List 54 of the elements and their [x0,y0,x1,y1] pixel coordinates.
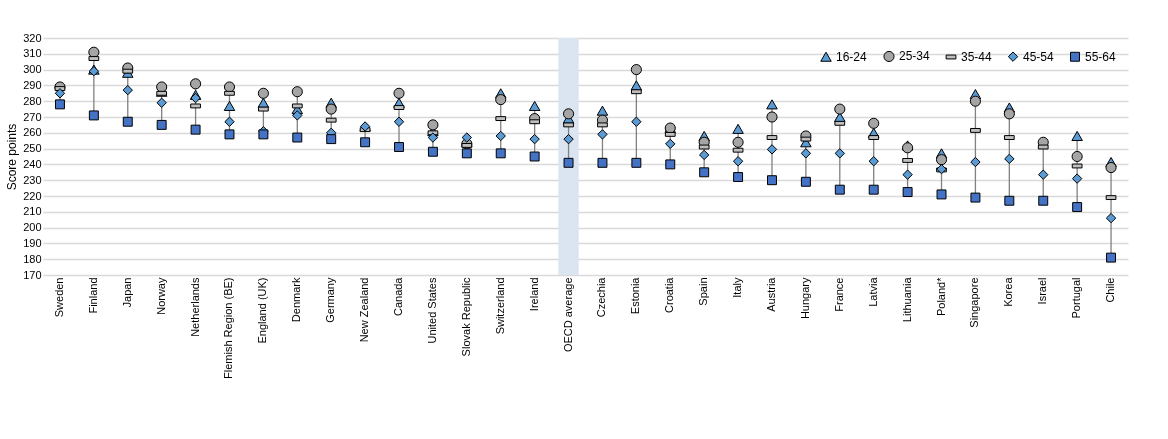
x-tick-label: Italy [731,277,744,298]
x-tick-label: Lithuania [900,276,913,323]
x-tick-label: Portugal [1070,277,1083,319]
x-tick-label: United States [425,277,438,344]
legend-label: 45-54 [1023,49,1055,64]
y-tick-label: 210 [23,205,42,218]
y-axis-title: Score points [5,123,20,191]
y-tick-label: 240 [23,157,42,170]
x-tick-label: Korea [1002,276,1015,307]
x-tick-label: Croatia [663,276,676,313]
x-tick-label: Sweden [52,277,65,318]
x-tick-label: Chile [1104,277,1117,303]
x-tick-label: Austria [764,276,777,312]
x-tick-label: Finland [86,277,99,314]
x-tick-label: Spain [697,277,710,306]
y-tick-label: 300 [23,63,42,76]
x-tick-label: Netherlands [188,277,201,337]
x-tick-label: Denmark [290,277,303,323]
x-tick-label: Canada [392,276,405,317]
x-tick-label: Japan [120,277,133,308]
x-tick-label: France [832,277,845,312]
x-tick-label: Estonia [629,276,642,315]
x-tick-label: Hungary [798,277,811,320]
x-tick-label: Germany [324,277,337,323]
x-tick-label: Czechia [595,276,608,318]
y-tick-label: 220 [23,189,42,202]
y-tick-label: 320 [23,31,42,44]
y-tick-label: 260 [23,126,42,139]
y-tick-label: 200 [23,221,42,234]
x-tick-label: Slovak Republic [459,277,472,357]
x-tick-label: Israel [1036,277,1049,305]
legend-label: 35-44 [961,50,993,64]
x-tick-label: Switzerland [493,277,506,335]
y-tick-label: 280 [23,94,42,107]
legend-label: 16-24 [836,49,868,64]
x-tick-label: Singapore [968,277,981,328]
x-tick-label: Ireland [527,277,540,312]
legend-label: 55-64 [1085,49,1117,64]
x-tick-label: OECD average [561,277,574,353]
x-tick-label: Poland* [934,276,947,317]
y-tick-label: 170 [23,268,42,281]
y-tick-label: 250 [23,142,42,155]
x-tick-label: England (UK) [256,277,269,344]
y-tick-label: 290 [23,78,42,91]
x-tick-label: Latvia [866,276,879,307]
y-tick-label: 190 [23,236,42,249]
legend-label: 25-34 [899,49,931,64]
x-tick-label: Flemish Region (BE) [222,277,235,379]
x-tick-label: New Zealand [358,277,371,343]
y-tick-label: 230 [23,173,42,186]
y-tick-label: 270 [23,110,42,123]
x-tick-label: Norway [154,277,167,315]
y-tick-label: 310 [23,47,42,60]
y-tick-label: 180 [23,252,42,265]
